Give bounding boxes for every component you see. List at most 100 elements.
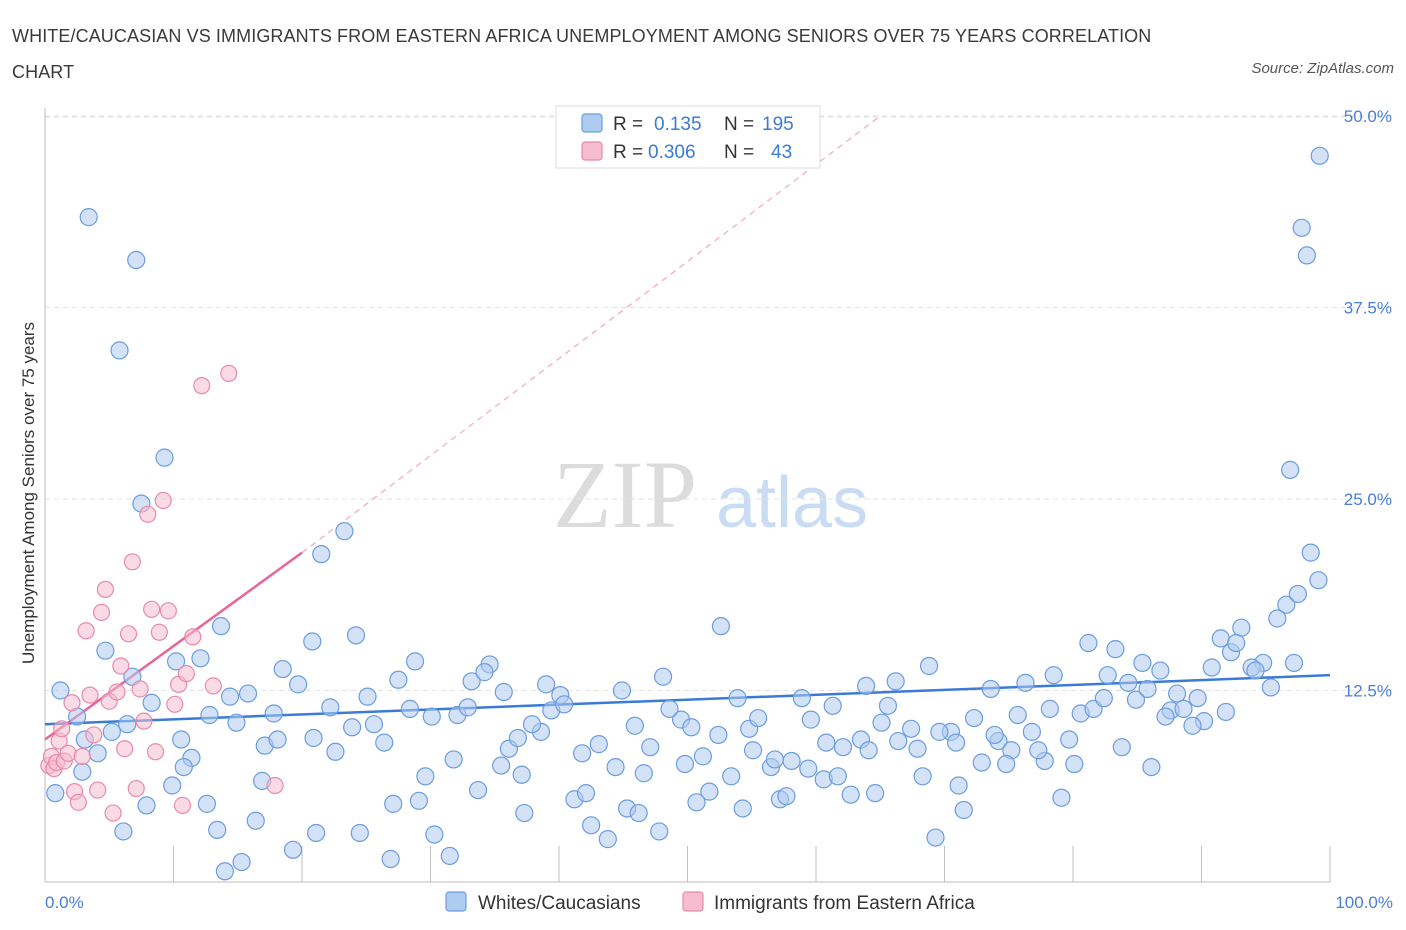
white-caucasian-point [166, 652, 186, 671]
white-caucasian-point [954, 800, 973, 820]
white-caucasian-point [400, 699, 420, 718]
white-caucasian-point [641, 738, 660, 757]
white-caucasian-point [1040, 699, 1059, 718]
white-caucasian-point [88, 744, 107, 763]
white-caucasian-point [919, 656, 939, 676]
white-caucasian-point [1301, 543, 1320, 562]
white-caucasian-point [1151, 661, 1170, 680]
series-legend-swatch-blue [445, 891, 467, 912]
white-caucasian-point [823, 696, 842, 715]
white-caucasian-point [711, 617, 731, 636]
white-caucasian-point [1065, 754, 1084, 774]
white-caucasian-point [79, 208, 98, 227]
white-caucasian-point [197, 794, 217, 813]
white-caucasian-point [625, 716, 644, 735]
eastern-africa-point [108, 683, 126, 701]
chart-title: WHITE/CAUCASIAN VS IMMIGRANTS FROM EASTE… [12, 26, 1152, 82]
white-caucasian-point [749, 708, 768, 728]
white-caucasian-point [913, 767, 932, 786]
eastern-africa-point [123, 553, 141, 571]
white-caucasian-point [1183, 716, 1202, 735]
white-caucasian-point [589, 735, 608, 754]
white-caucasian-point [51, 681, 70, 700]
legend-r-label-2: R = [613, 142, 643, 163]
eastern-africa-point [135, 712, 153, 730]
white-caucasian-point [555, 695, 574, 714]
white-caucasian-point [841, 785, 860, 804]
legend-r-value-2: 0.306 [648, 142, 696, 163]
gridlines [45, 115, 1392, 691]
eastern-africa-point [73, 747, 91, 765]
white-caucasian-point [660, 699, 679, 718]
eastern-africa-point [177, 665, 195, 683]
white-caucasian-point [728, 689, 747, 708]
eastern-africa-point [139, 505, 157, 523]
white-caucasian-point [303, 632, 322, 651]
white-caucasian-point [1174, 699, 1193, 718]
legend-swatch-blue [581, 113, 603, 133]
white-caucasian-point [1202, 658, 1221, 677]
white-caucasian-point [537, 675, 556, 694]
white-caucasian-point [1310, 146, 1329, 165]
white-caucasian-point [801, 710, 820, 729]
white-caucasian-point [612, 681, 632, 700]
white-caucasian-point [227, 713, 246, 732]
legend-n-label-1: N = [724, 114, 754, 135]
white-caucasian-point [110, 341, 129, 360]
white-caucasian-point [458, 698, 477, 717]
white-caucasian-point [878, 696, 898, 715]
y-tick-label: 12.5% [1344, 682, 1392, 701]
white-caucasian-point [1288, 584, 1307, 604]
white-caucasian-point [494, 682, 513, 702]
white-caucasian-point [200, 705, 219, 725]
eastern-africa-point [159, 602, 177, 620]
series-legend: Whites/Caucasians Immigrants from Easter… [445, 891, 975, 914]
white-caucasian-point [172, 730, 191, 749]
white-caucasian-point [866, 784, 885, 803]
white-caucasian-point [792, 689, 811, 708]
eastern-africa-point [204, 677, 222, 695]
eastern-africa-point [112, 657, 130, 675]
white-caucasian-point [653, 667, 673, 686]
white-caucasian-point [307, 823, 326, 843]
white-caucasian-point [215, 862, 234, 881]
white-caucasian-point [889, 731, 908, 751]
white-caucasian-point [1044, 666, 1063, 685]
white-caucasian-point [997, 754, 1016, 774]
white-caucasian-point [389, 670, 408, 689]
white-caucasian-point [238, 684, 258, 703]
watermark-zip: ZIP [553, 441, 697, 548]
white-caucasian-point [508, 728, 527, 748]
watermark-atlas: atlas [716, 463, 868, 543]
white-caucasian-point [268, 730, 287, 749]
white-caucasian-point [326, 742, 345, 761]
white-caucasian-point [926, 828, 945, 847]
white-caucasian-point [232, 852, 251, 872]
white-caucasian-trendline [44, 673, 1331, 726]
white-caucasian-point [211, 617, 231, 636]
white-caucasian-point [859, 741, 878, 760]
white-caucasian-point [191, 649, 210, 668]
white-caucasian-point [650, 822, 669, 841]
white-caucasian-point [364, 715, 384, 734]
white-caucasian-point [930, 722, 949, 741]
white-caucasian-point [512, 765, 531, 784]
y-tick-label: 50.0% [1344, 107, 1392, 126]
data-points [40, 146, 1329, 881]
legend-n-value-2: 43 [771, 142, 792, 163]
white-caucasian-point [1156, 707, 1175, 726]
white-caucasian-point [444, 750, 463, 769]
legend-n-label-2: N = [724, 142, 754, 163]
white-caucasian-point [777, 787, 796, 806]
white-caucasian-point [799, 759, 818, 778]
y-tick-label: 37.5% [1344, 299, 1392, 318]
eastern-africa-point [127, 779, 145, 798]
white-caucasian-point [1133, 653, 1152, 673]
white-caucasian-point [73, 762, 92, 781]
white-caucasian-point [598, 830, 617, 849]
eastern-africa-point [173, 796, 192, 815]
eastern-africa-point [89, 781, 107, 799]
white-caucasian-point [440, 846, 459, 866]
eastern-africa-point [104, 804, 122, 822]
